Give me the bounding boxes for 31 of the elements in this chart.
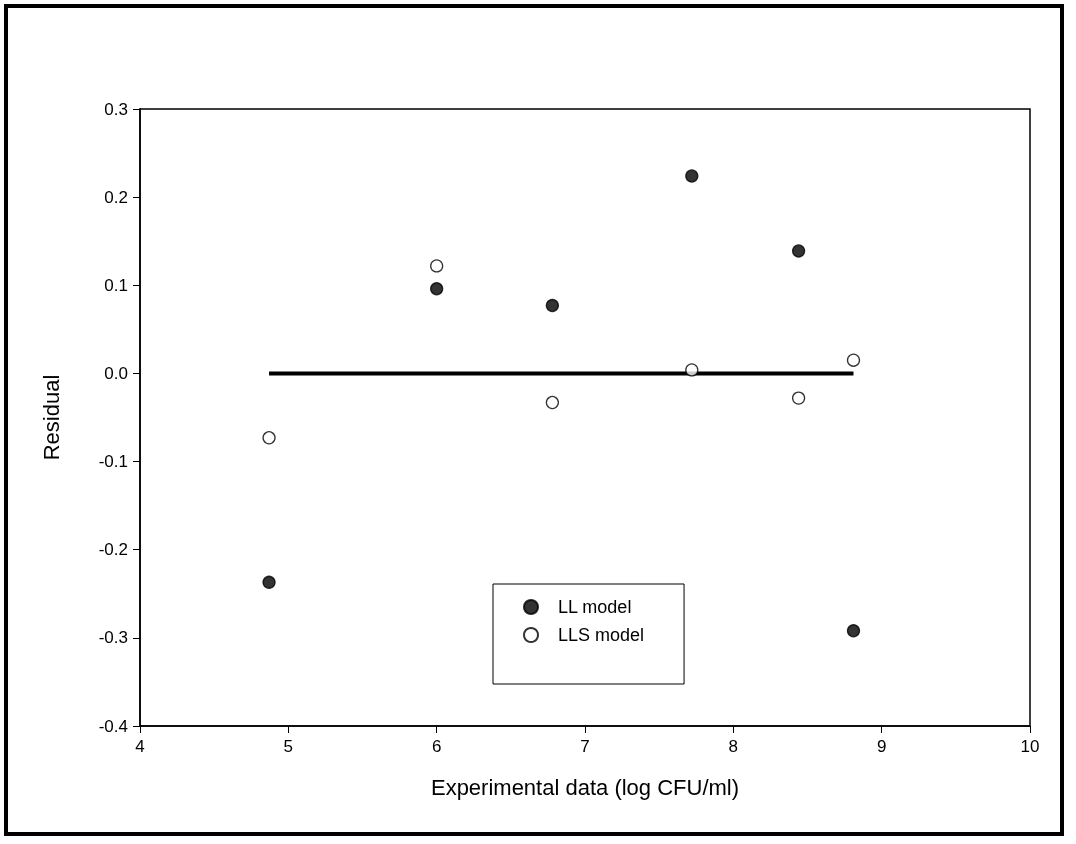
point [545,395,560,410]
x-tick-label: 5 [283,737,294,756]
point [846,624,861,638]
legend-label: LL model [558,597,632,617]
point [545,298,560,313]
point [430,282,444,296]
point [262,431,276,445]
x-tick-label: 8 [728,737,739,756]
y-tick-label: 0.1 [104,275,128,295]
x-tick-label: 10 [1020,737,1040,756]
y-tick-label: 0.2 [104,187,128,207]
point [262,575,276,589]
point [685,169,699,183]
point [685,363,699,377]
x-tick-label: 7 [580,737,590,756]
y-tick-label: 0.3 [104,99,128,119]
point [791,391,806,405]
x-axis-title: Experimental data (log CFU/ml) [430,774,740,800]
point [846,353,861,367]
y-axis-title: Residual [38,374,64,461]
x-tick-label: 9 [876,737,887,756]
point [430,259,444,273]
y-tick-label: -0.2 [98,540,128,560]
y-tick-label: -0.4 [98,716,128,736]
x-tick-label: 4 [135,737,145,756]
x-tick-label: 6 [431,737,442,756]
y-tick-label: 0.0 [104,363,128,383]
y-tick-label: -0.1 [98,452,128,472]
y-tick-label: -0.3 [98,628,128,648]
legend-label: LLS model [558,625,645,645]
point [791,244,806,258]
